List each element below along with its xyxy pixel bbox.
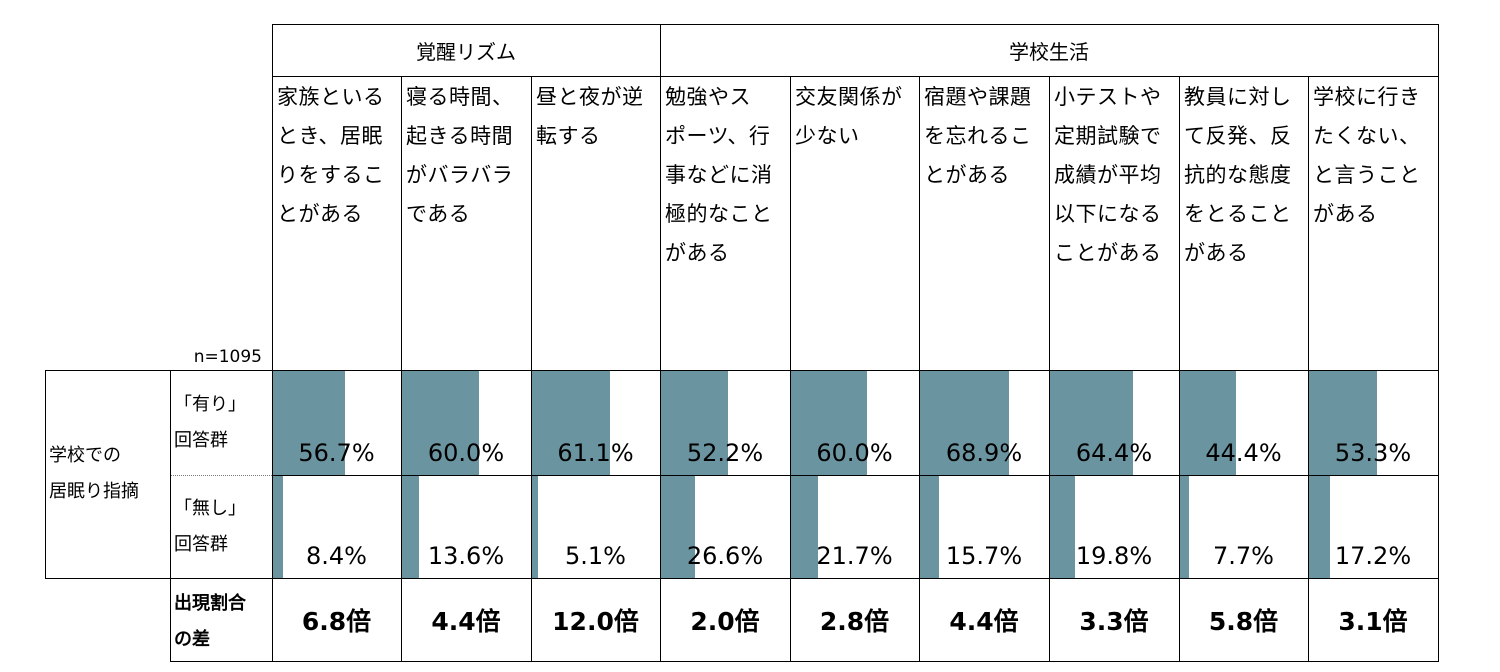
data-label: 21.7%: [816, 542, 893, 570]
data-cell: 8.4%: [272, 476, 401, 578]
data-cell: 19.8%: [1049, 476, 1179, 578]
series-label: 「無し」 回答群: [174, 497, 246, 555]
data-bar: [919, 371, 1009, 475]
data-label: 44.4%: [1205, 439, 1282, 467]
grid-line: [45, 370, 1439, 371]
grid-line: [170, 370, 171, 662]
data-label: 8.4%: [306, 542, 367, 570]
data-label: 7.7%: [1213, 542, 1274, 570]
grid-line: [272, 475, 1439, 476]
data-bar: [790, 371, 868, 475]
data-label: 26.6%: [686, 542, 764, 570]
sample-size-label: n=1095: [193, 347, 262, 367]
group-header: 学校生活: [1009, 39, 1089, 64]
data-bar: [1179, 476, 1189, 578]
data-label: 56.7%: [298, 439, 375, 467]
ratio-value: 3.3倍: [1079, 606, 1149, 636]
ratio-value: 4.4倍: [431, 606, 501, 636]
grid-line: [170, 475, 272, 476]
grid-line: [45, 370, 46, 579]
data-cell: 26.6%: [660, 476, 790, 578]
category-header: 昼と夜が逆 転する: [536, 85, 644, 148]
data-bar: [531, 371, 610, 475]
data-label: 19.8%: [1075, 542, 1153, 570]
data-cell: 5.1%: [531, 476, 660, 578]
data-cell: 44.4%: [1179, 371, 1308, 475]
data-bar: [401, 476, 419, 578]
grid-line: [170, 661, 1439, 662]
grid-line: [1049, 76, 1050, 662]
data-label: 53.3%: [1334, 439, 1412, 467]
data-bar: [790, 476, 818, 578]
data-cell: 56.7%: [272, 371, 401, 475]
ratio-row-label: 出現割合 の差: [174, 593, 246, 650]
grid-line: [660, 24, 661, 662]
category-header: 小テストや 定期試験で 成績が平均 以下になる ことがある: [1054, 85, 1162, 265]
category-header: 宿題や課題 を忘れるこ とがある: [924, 85, 1032, 187]
grid-line: [401, 76, 402, 662]
grid-line: [1308, 76, 1309, 662]
data-label: 68.9%: [945, 439, 1023, 467]
data-cell: 64.4%: [1049, 371, 1179, 475]
data-cell: 13.6%: [401, 476, 531, 578]
data-bar: [272, 371, 346, 475]
data-cell: 60.0%: [790, 371, 919, 475]
ratio-value: 2.8倍: [819, 606, 890, 636]
data-cell: 68.9%: [919, 371, 1049, 475]
row-group-label: 学校での 居眠り指摘: [49, 445, 139, 502]
group-header: 覚醒リズム: [416, 39, 516, 64]
grid-line: [1179, 76, 1180, 662]
data-label: 61.1%: [557, 439, 634, 467]
data-label: 52.2%: [686, 439, 764, 467]
data-label: 15.7%: [945, 542, 1023, 570]
grid-line: [272, 76, 1439, 77]
category-header: 寝る時間、 起きる時間 がバラバラ である: [406, 85, 514, 226]
data-cell: 52.2%: [660, 371, 790, 475]
category-header: 教員に対し て反発、反 抗的な態度 をとること がある: [1184, 85, 1292, 265]
data-bar: [1179, 371, 1237, 475]
data-bar: [660, 371, 728, 475]
data-label: 17.2%: [1334, 542, 1412, 570]
data-label: 60.0%: [427, 439, 505, 467]
ratio-value: 4.4倍: [949, 606, 1019, 636]
data-cell: 21.7%: [790, 476, 919, 578]
data-label: 5.1%: [565, 542, 626, 570]
category-header: 勉強やス ポーツ、行 事などに消 極的なこと がある: [665, 85, 773, 265]
ratio-value: 12.0倍: [552, 606, 639, 636]
data-cell: 7.7%: [1179, 476, 1308, 578]
data-bar: [1049, 371, 1133, 475]
data-cell: 15.7%: [919, 476, 1049, 578]
data-cell: 17.2%: [1308, 476, 1438, 578]
data-cell: 60.0%: [401, 371, 531, 475]
data-bar: [401, 371, 479, 475]
ratio-value: 2.0倍: [690, 606, 760, 636]
category-header: 交友関係が 少ない: [795, 85, 903, 148]
ratio-value: 6.8倍: [301, 606, 372, 636]
data-cell: 61.1%: [531, 371, 660, 475]
category-header: 家族といる とき、居眠 りをするこ とがある: [277, 85, 385, 226]
data-label: 60.0%: [816, 439, 893, 467]
ratio-value: 3.1倍: [1338, 606, 1408, 636]
data-cell: 53.3%: [1308, 371, 1438, 475]
series-label: 「有り」 回答群: [174, 393, 246, 451]
category-header: 学校に行き たくない、 と言うこと がある: [1313, 85, 1421, 226]
data-bar: [1308, 476, 1331, 578]
data-bar: [1308, 371, 1378, 475]
grid-line: [45, 578, 1439, 579]
grid-line: [272, 24, 1439, 25]
grid-line: [919, 76, 920, 662]
data-bar: [1049, 476, 1075, 578]
grid-line: [531, 76, 532, 662]
grid-line: [1438, 24, 1439, 662]
grid-line: [790, 76, 791, 662]
ratio-value: 5.8倍: [1208, 606, 1279, 636]
data-label: 64.4%: [1075, 439, 1153, 467]
data-bar: [272, 476, 283, 578]
data-bar: [919, 476, 940, 578]
data-label: 13.6%: [427, 542, 505, 570]
data-bar: [531, 476, 538, 578]
grid-line: [272, 24, 273, 662]
data-bar: [660, 476, 695, 578]
